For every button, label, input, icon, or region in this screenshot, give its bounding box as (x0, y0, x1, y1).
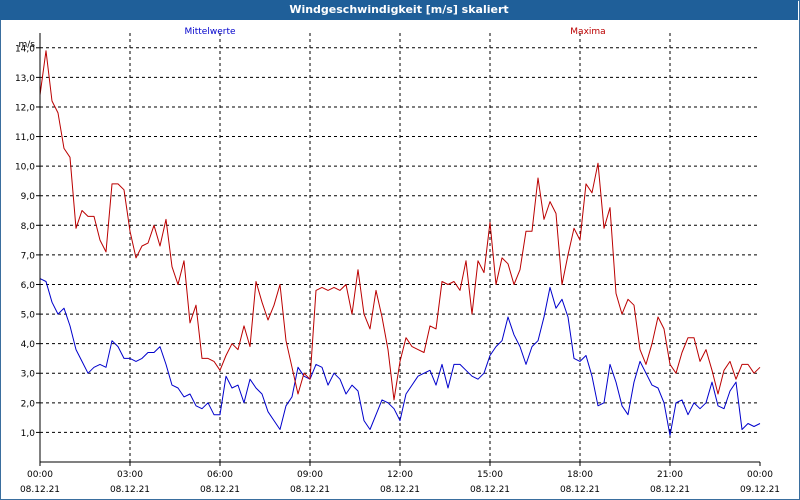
series-line-maxima (39, 50, 761, 401)
x-tick-date: 08.12.21 (110, 485, 150, 495)
y-tick-label: 12,0 (15, 103, 35, 113)
y-axis-ticks: 1,0 2,0 3,0 4,0 5,0 6,0 7,0 8,0 9,0 10,0 11,0 12,0 1… (15, 40, 40, 439)
x-tick-date: 08.12.21 (200, 485, 240, 495)
y-tick-label: 5,0 (21, 311, 36, 321)
y-tick-label: 3,0 (21, 370, 36, 380)
legend-label-mittelwerte: Mittelwerte (184, 27, 235, 37)
x-tick-date: 08.12.21 (380, 485, 420, 495)
x-tick-date: 08.12.21 (650, 485, 690, 495)
legend-label-maxima: Maxima (570, 27, 605, 37)
x-tick-date: 08.12.21 (470, 485, 510, 495)
y-tick-label: 4,0 (21, 340, 36, 350)
x-tick-time: 21:00 (657, 470, 683, 480)
y-tick-label: 10,0 (15, 163, 35, 173)
x-tick-time: 06:00 (207, 470, 233, 480)
y-axis-unit-label: m/s (19, 40, 36, 50)
x-tick-date: 08.12.21 (290, 485, 330, 495)
x-tick-date: 08.12.21 (560, 485, 600, 495)
gridlines (40, 33, 760, 462)
x-tick-time: 18:00 (567, 470, 593, 480)
x-tick-time: 03:00 (117, 470, 143, 480)
x-tick-date: 08.12.21 (20, 485, 60, 495)
x-axis-ticks: 00:00 08.12.21 03:00 08.12.21 06:00 08.12.21 0… (20, 462, 780, 495)
x-tick-time: 00:00 (27, 470, 53, 480)
y-tick-label: 13,0 (15, 74, 35, 84)
x-tick-time: 12:00 (387, 470, 413, 480)
y-tick-label: 6,0 (21, 281, 36, 291)
y-tick-label: 9,0 (21, 192, 36, 202)
y-tick-label: 11,0 (15, 133, 35, 143)
x-tick-time: 09:00 (297, 470, 323, 480)
y-tick-label: 1,0 (21, 429, 36, 439)
y-tick-label: 14,0 (15, 44, 35, 54)
window-title: Windgeschwindigkeit [m/s] skaliert (0, 0, 798, 20)
y-tick-label: 7,0 (21, 251, 36, 261)
series-lines (39, 50, 761, 436)
x-tick-date: 09.12.21 (740, 485, 780, 495)
y-tick-label: 8,0 (21, 222, 36, 232)
y-tick-label: 2,0 (21, 399, 36, 409)
axes (39, 33, 760, 463)
legend: Mittelwerte Maxima (184, 27, 605, 37)
x-tick-time: 15:00 (477, 470, 503, 480)
x-tick-time: 00:00 (747, 470, 773, 480)
series-line-mittelwerte (39, 278, 761, 436)
